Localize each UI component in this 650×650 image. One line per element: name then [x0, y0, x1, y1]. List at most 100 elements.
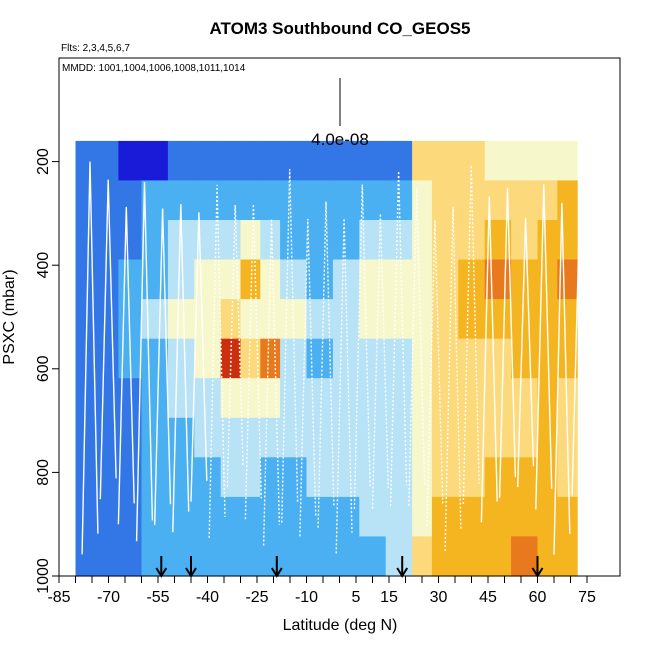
y-tick-label: 200	[35, 148, 52, 175]
flight-track	[117, 206, 135, 525]
heatmap-cell	[412, 220, 433, 261]
flight-track	[208, 184, 226, 538]
heatmap-cell	[240, 140, 261, 182]
heatmap-cell	[537, 180, 558, 221]
x-tick-label: -10	[295, 589, 318, 606]
heatmap-cell	[359, 140, 387, 182]
flight-track	[462, 165, 480, 505]
flight-track	[244, 204, 262, 520]
flight-track	[135, 182, 154, 542]
heatmap-cell	[458, 220, 486, 261]
heatmap-cell	[260, 180, 281, 221]
heatmap-cell	[306, 180, 334, 221]
heatmap-cell	[167, 338, 195, 379]
heatmap-cell	[306, 378, 334, 419]
heatmap-cell	[431, 417, 459, 458]
heatmap-cell	[240, 338, 261, 379]
flight-track	[353, 184, 371, 509]
x-tick-label: 75	[578, 589, 596, 606]
heatmap-cell	[167, 378, 195, 419]
heatmap-cell	[484, 259, 512, 300]
heatmap-cell	[511, 378, 539, 419]
heatmap-cell	[280, 536, 308, 577]
heatmap-cell	[557, 180, 578, 221]
heatmap-cell	[484, 140, 512, 182]
heatmap-cell	[537, 457, 558, 498]
heatmap-cell	[220, 140, 242, 182]
heatmap-cell	[280, 457, 308, 498]
heatmap-cell	[240, 417, 261, 458]
flight-track	[553, 202, 571, 555]
heatmap-cell	[511, 496, 539, 538]
heatmap-cell	[260, 457, 281, 498]
heatmap-cell	[557, 536, 578, 577]
heatmap-cell	[220, 180, 242, 221]
x-tick-label: 60	[529, 589, 547, 606]
heatmap-cell	[167, 259, 195, 300]
heatmap-cell	[220, 378, 242, 419]
flight-track	[498, 187, 517, 498]
x-tick-label: 30	[430, 589, 448, 606]
heatmap-cell	[537, 536, 558, 577]
heatmap-cell	[484, 299, 512, 340]
heatmap-cell	[194, 417, 222, 458]
heatmap-cell	[194, 536, 222, 577]
heatmap-cell	[240, 180, 261, 221]
heatmap-cell	[141, 378, 169, 419]
heatmap-cell	[484, 457, 512, 498]
heatmap-cell	[306, 220, 334, 261]
heatmap-cell	[141, 338, 169, 379]
heatmap-cell	[412, 338, 433, 379]
heatmap-cell	[431, 378, 459, 419]
flight-track	[226, 204, 244, 487]
heatmap-cell	[332, 338, 360, 379]
heatmap-cell	[458, 338, 486, 379]
y-axis: 200 400 600 800 1000	[35, 148, 59, 594]
flight-track	[281, 169, 299, 523]
heatmap-cell	[385, 220, 413, 261]
x-tick-label: -85	[47, 589, 70, 606]
heatmap-cell	[484, 496, 512, 538]
heatmap-cell	[220, 457, 242, 498]
heatmap-cell	[194, 140, 222, 182]
heatmap-cell	[458, 457, 486, 498]
heatmap-cell	[385, 417, 413, 458]
heatmap-cell	[118, 417, 143, 458]
heatmap-cell	[385, 140, 413, 182]
heatmap-cell	[484, 417, 512, 458]
heatmap-cell	[484, 338, 512, 379]
heatmap-cell	[385, 299, 413, 340]
heatmap-cell	[194, 338, 222, 379]
heatmap-cell	[167, 140, 195, 182]
flight-track	[335, 218, 353, 554]
heatmap-cell	[412, 378, 433, 419]
heatmap-cell	[385, 259, 413, 300]
heatmap-cell	[260, 378, 281, 419]
heatmap-cell	[260, 299, 281, 340]
heatmap-cell	[458, 378, 486, 419]
flight-track	[426, 219, 444, 527]
heatmap-cell	[332, 180, 360, 221]
heatmap-cell	[412, 496, 433, 538]
scale-label: 4.0e-08	[311, 130, 369, 149]
y-tick-label: 400	[35, 252, 52, 279]
heatmap-cell	[220, 220, 242, 261]
heatmap-cell	[167, 496, 195, 538]
heatmap-cell	[194, 496, 222, 538]
x-axis-label: Latitude (deg N)	[283, 617, 398, 634]
heatmap-cell	[385, 338, 413, 379]
heatmap-cell	[458, 417, 486, 458]
heatmap-cell	[332, 259, 360, 300]
heatmap-cell	[431, 457, 459, 498]
heatmap-cell	[118, 536, 143, 577]
heatmap-cell	[458, 299, 486, 340]
heatmap-cell	[118, 496, 143, 538]
heatmap-cell	[75, 338, 119, 379]
heatmap-cell	[412, 140, 433, 182]
flight-track	[517, 218, 535, 488]
heatmap-cell	[359, 378, 387, 419]
heatmap-cell	[280, 496, 308, 538]
heatmap-cell	[306, 536, 334, 577]
heatmap-cell	[194, 378, 222, 419]
